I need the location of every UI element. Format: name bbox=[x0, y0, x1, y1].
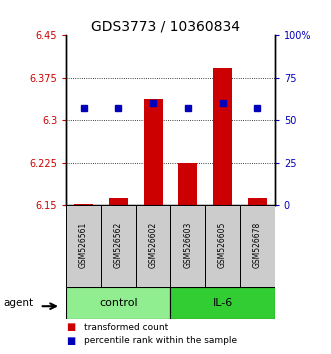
Text: GSM526605: GSM526605 bbox=[218, 221, 227, 268]
Text: ■: ■ bbox=[66, 336, 75, 346]
Bar bbox=[248, 198, 267, 205]
Bar bbox=[74, 204, 93, 205]
Bar bbox=[109, 198, 128, 205]
Bar bbox=[101, 205, 136, 287]
Text: GDS3773 / 10360834: GDS3773 / 10360834 bbox=[91, 19, 240, 34]
Bar bbox=[144, 99, 163, 205]
Bar bbox=[170, 205, 205, 287]
Bar bbox=[240, 205, 275, 287]
Bar bbox=[170, 287, 275, 319]
Bar bbox=[205, 205, 240, 287]
Bar bbox=[178, 163, 197, 205]
Text: GSM526561: GSM526561 bbox=[79, 221, 88, 268]
Text: GSM526678: GSM526678 bbox=[253, 221, 262, 268]
Bar bbox=[66, 205, 101, 287]
Text: transformed count: transformed count bbox=[84, 323, 169, 332]
Text: IL-6: IL-6 bbox=[213, 298, 233, 308]
Text: GSM526602: GSM526602 bbox=[149, 221, 158, 268]
Bar bbox=[136, 205, 170, 287]
Bar bbox=[213, 68, 232, 205]
Text: percentile rank within the sample: percentile rank within the sample bbox=[84, 336, 238, 345]
Text: control: control bbox=[99, 298, 138, 308]
Bar bbox=[66, 287, 170, 319]
Text: GSM526562: GSM526562 bbox=[114, 221, 123, 268]
Text: ■: ■ bbox=[66, 322, 75, 332]
Text: GSM526603: GSM526603 bbox=[183, 221, 192, 268]
Text: agent: agent bbox=[3, 298, 33, 308]
